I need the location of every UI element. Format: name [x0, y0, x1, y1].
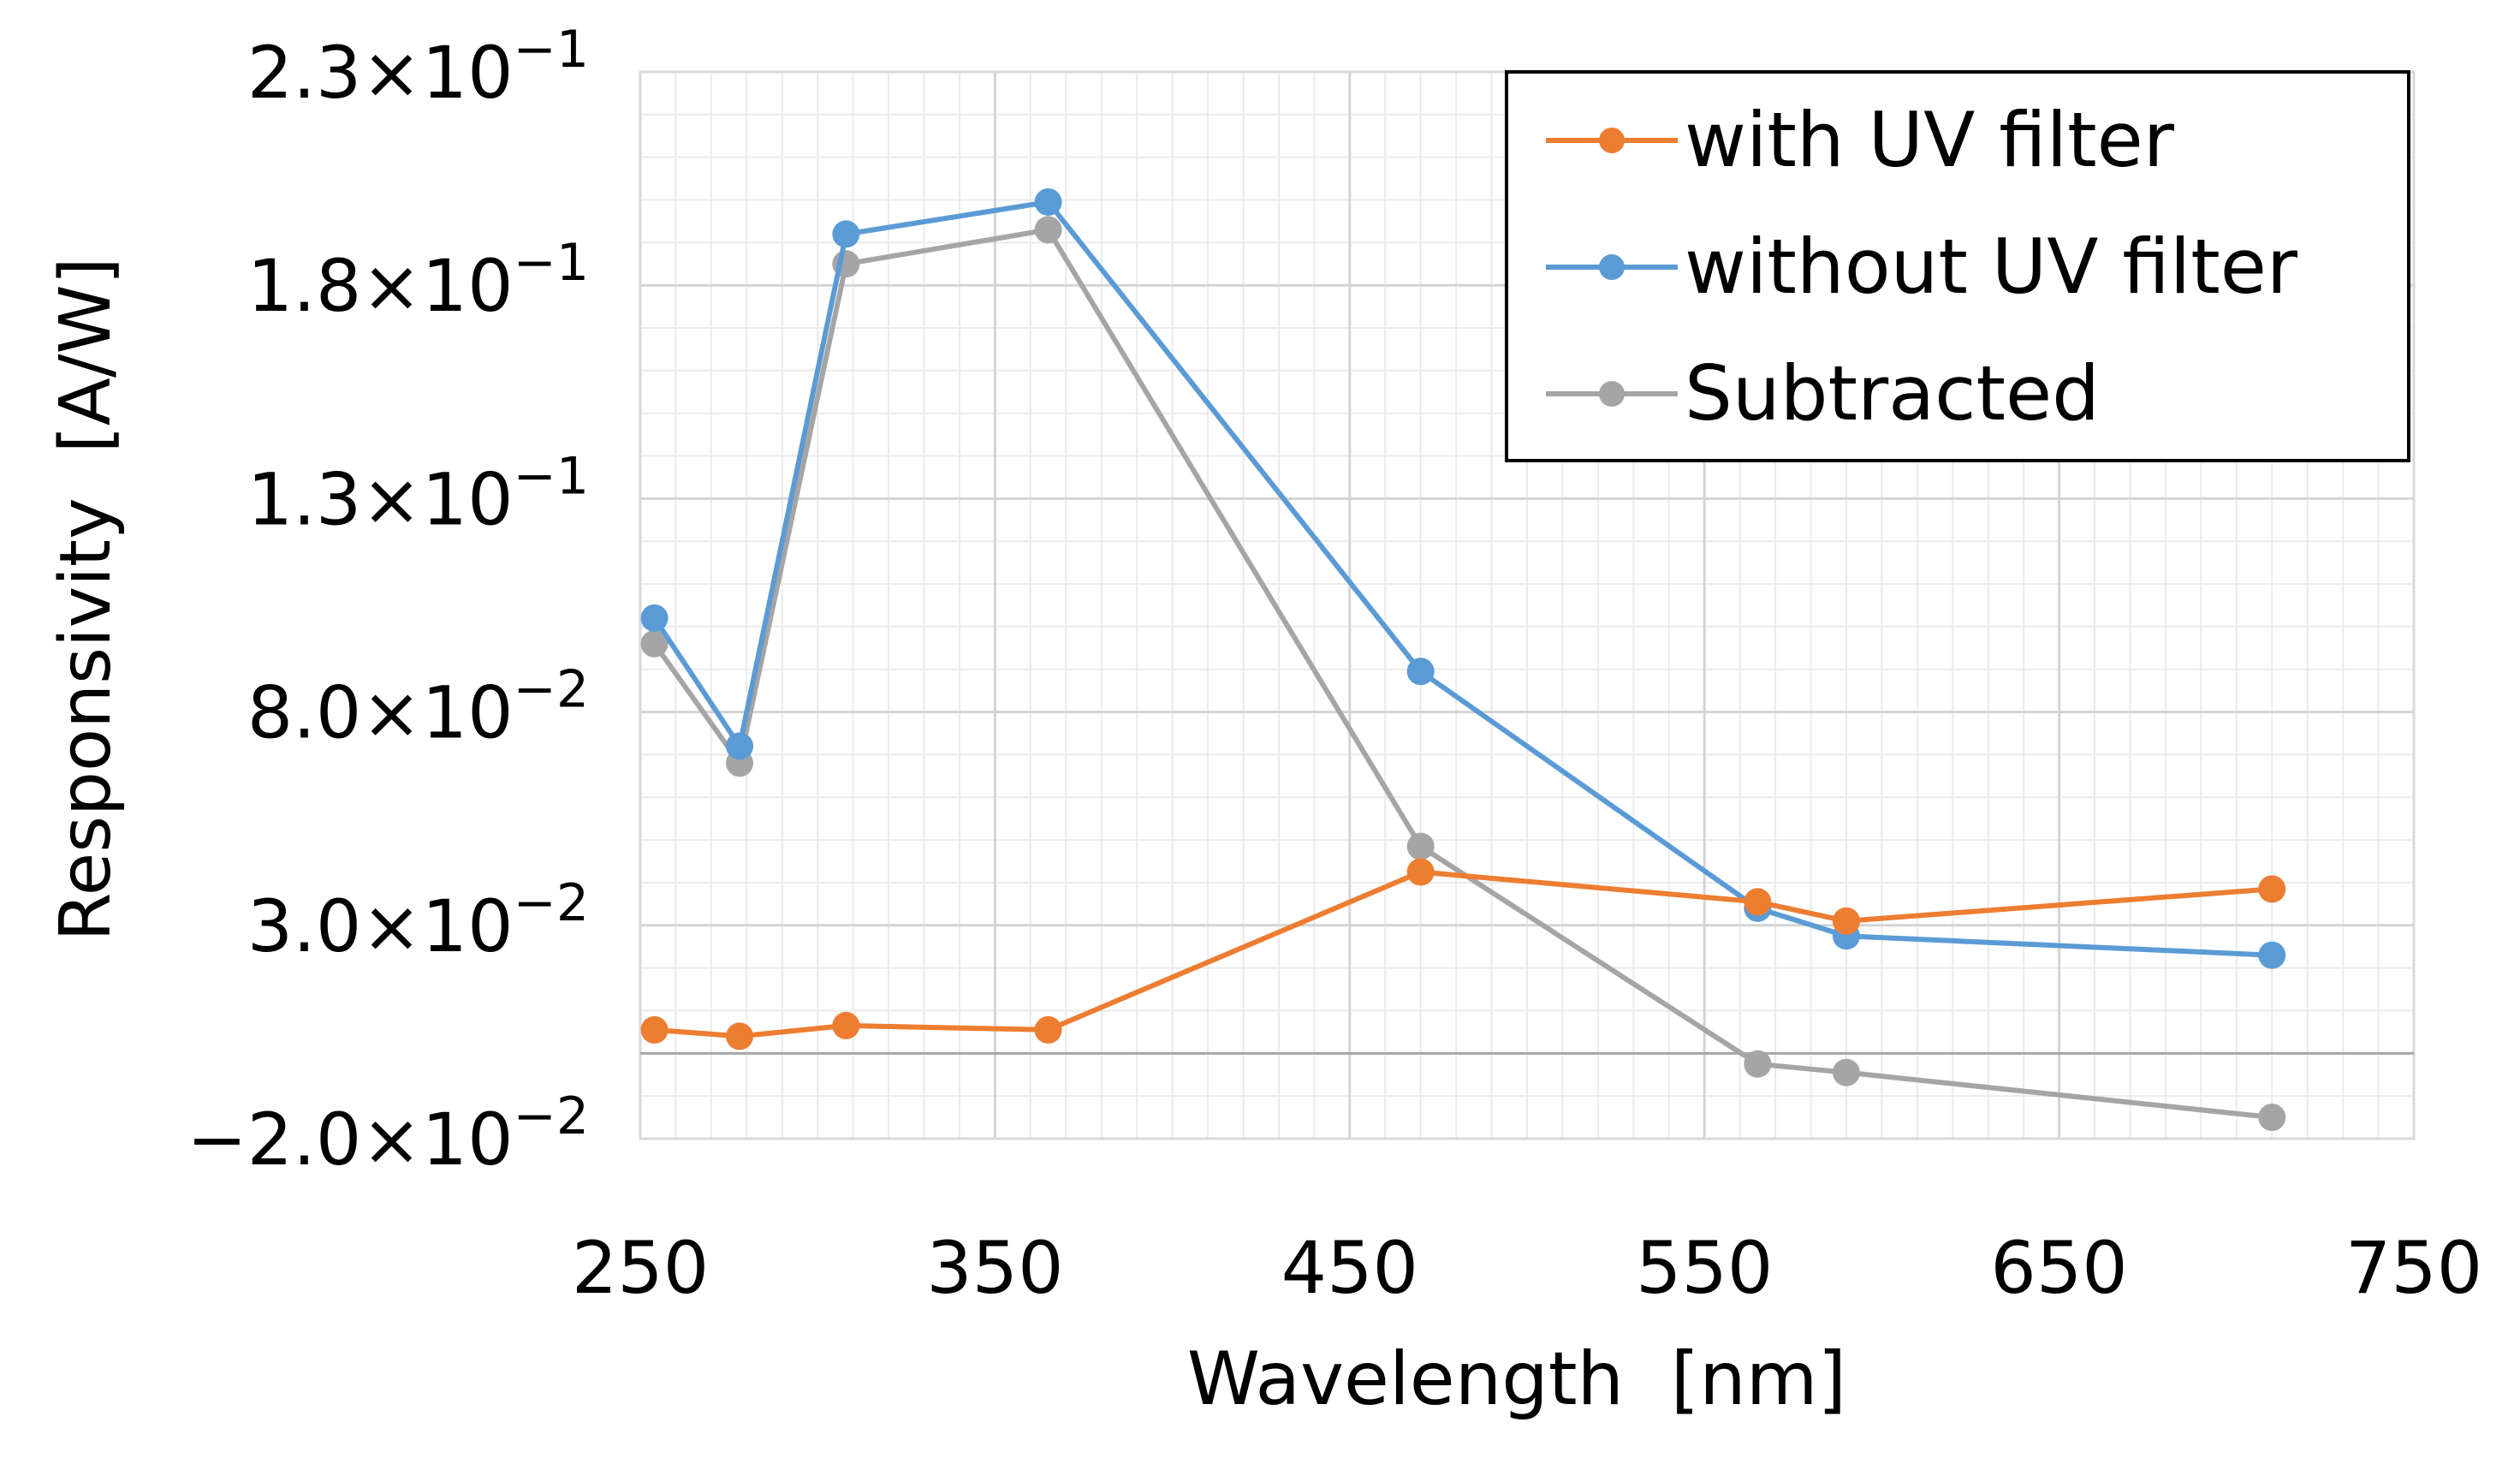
data-point [1034, 1015, 1062, 1044]
data-point [1832, 1058, 1860, 1086]
series-line [651, 199, 2275, 958]
x-tick-label: 350 [926, 1226, 1063, 1310]
legend-marker [1599, 128, 1625, 153]
y-axis-tick-labels: 2.3×10−1 1.8×10−1 1.3×10−1 8.0×10−2 3.0×10−2… [187, 20, 589, 1181]
data-point [2258, 941, 2286, 969]
y-tick-label: 8.0×10−2 [247, 660, 589, 755]
legend-label: Subtracted [1685, 349, 2100, 437]
data-point [640, 1015, 669, 1044]
series-layer [640, 188, 2286, 1132]
x-tick-label: 650 [1990, 1226, 2127, 1310]
x-tick-label: 250 [572, 1226, 709, 1310]
data-point [1744, 1050, 1772, 1078]
data-point [640, 604, 669, 632]
legend: with UV filter without UV filter Subtracte… [1505, 70, 2410, 462]
legend-label: with UV filter [1685, 96, 2175, 184]
data-point [726, 1022, 754, 1050]
data-point [1406, 832, 1435, 860]
series-line [651, 869, 2275, 1039]
y-tick-label: 1.8×10−1 [247, 233, 589, 328]
y-tick-label: 2.3×10−1 [247, 20, 589, 115]
y-tick-label: −2.0×10−2 [187, 1086, 589, 1181]
legend-marker [1599, 254, 1625, 280]
series-with-uv-filter [640, 858, 2286, 1050]
legend-marker [1599, 381, 1625, 407]
data-point [832, 220, 860, 248]
data-point [1832, 907, 1860, 935]
data-point [1034, 188, 1062, 217]
x-axis-title: Wavelength [nm] [1187, 1336, 1846, 1422]
data-point [2258, 1104, 2286, 1132]
series-line [651, 227, 2275, 1121]
data-point [1406, 658, 1435, 686]
x-tick-label: 450 [1281, 1226, 1418, 1310]
x-tick-label: 750 [2345, 1226, 2482, 1310]
data-point [1406, 858, 1435, 886]
x-tick-label: 550 [1636, 1226, 1773, 1310]
data-point [1744, 888, 1772, 916]
data-point [832, 1011, 860, 1039]
y-tick-label: 1.3×10−1 [247, 446, 589, 541]
data-point [2258, 875, 2286, 903]
y-tick-label: 3.0×10−2 [247, 873, 589, 968]
data-point [726, 732, 754, 760]
x-axis-tick-labels: 250 350 450 550 650 750 [572, 1226, 2482, 1310]
legend-label: without UV filter [1685, 223, 2298, 311]
data-point [640, 629, 669, 658]
data-point [1034, 216, 1062, 244]
legend-items: with UV filter without UV filter Subtracte… [1546, 96, 2298, 437]
y-axis-title: Responsivity [A/W] [45, 257, 127, 941]
